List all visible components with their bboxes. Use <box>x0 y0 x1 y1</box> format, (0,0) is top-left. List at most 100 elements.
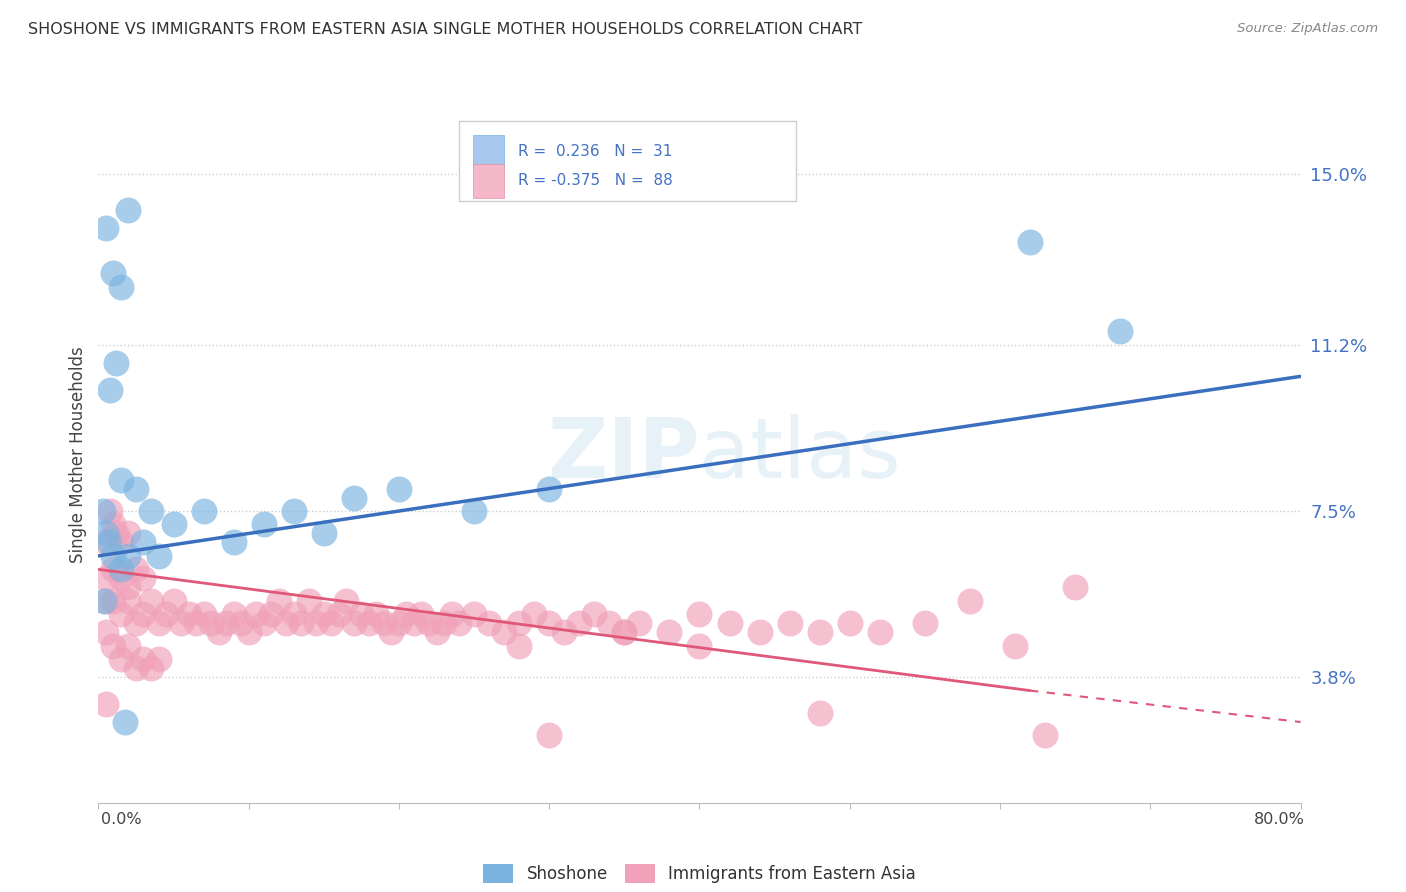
Point <box>298 594 321 608</box>
Point <box>583 607 606 622</box>
Point <box>658 625 681 640</box>
Point <box>94 571 117 585</box>
Point <box>321 616 343 631</box>
Point <box>613 625 636 640</box>
Point <box>568 616 591 631</box>
Point <box>177 607 200 622</box>
Point <box>598 616 620 631</box>
Point <box>914 616 936 631</box>
Point <box>162 517 184 532</box>
Point <box>91 504 114 518</box>
Text: atlas: atlas <box>699 415 901 495</box>
Point <box>103 266 125 280</box>
Point <box>447 616 470 631</box>
Point <box>1019 235 1042 249</box>
Text: ZIP: ZIP <box>547 415 699 495</box>
Point <box>110 562 132 576</box>
Point <box>395 607 418 622</box>
Point <box>103 639 125 653</box>
Point <box>613 625 636 640</box>
Point <box>155 607 177 622</box>
Point <box>718 616 741 631</box>
Point <box>808 625 831 640</box>
Point <box>148 652 170 666</box>
Point <box>114 714 136 729</box>
Text: R =  0.236   N =  31: R = 0.236 N = 31 <box>517 144 672 159</box>
Point <box>110 535 132 549</box>
Point <box>245 607 267 622</box>
Point <box>148 616 170 631</box>
Point <box>628 616 651 631</box>
Point <box>494 625 516 640</box>
Point <box>222 535 245 549</box>
Point <box>170 616 193 631</box>
Point <box>100 383 122 397</box>
Point <box>478 616 501 631</box>
Point <box>433 616 456 631</box>
Point <box>838 616 860 631</box>
Point <box>463 504 485 518</box>
Point <box>125 482 148 496</box>
Point <box>125 661 148 675</box>
Point <box>105 526 128 541</box>
Point <box>305 616 328 631</box>
Point <box>132 607 155 622</box>
Point <box>328 607 350 622</box>
Point <box>110 279 132 293</box>
Point <box>94 221 117 235</box>
Legend: Shoshone, Immigrants from Eastern Asia: Shoshone, Immigrants from Eastern Asia <box>478 859 921 888</box>
Point <box>688 639 710 653</box>
Point <box>103 594 125 608</box>
Point <box>335 594 357 608</box>
Point <box>373 616 395 631</box>
Point <box>117 203 139 218</box>
Point <box>508 616 530 631</box>
Y-axis label: Single Mother Households: Single Mother Households <box>69 347 87 563</box>
Point <box>366 607 388 622</box>
Point <box>117 594 139 608</box>
Point <box>184 616 207 631</box>
Point <box>508 639 530 653</box>
Point <box>388 482 411 496</box>
Point <box>139 594 162 608</box>
Point <box>343 491 366 505</box>
Point <box>290 616 312 631</box>
Point <box>110 652 132 666</box>
Point <box>688 607 710 622</box>
Point <box>100 504 122 518</box>
Point <box>463 607 485 622</box>
Point <box>231 616 253 631</box>
Point <box>103 549 125 563</box>
Point <box>869 625 891 640</box>
Point <box>1033 729 1056 743</box>
Text: R = -0.375   N =  88: R = -0.375 N = 88 <box>517 173 672 188</box>
Point <box>208 625 231 640</box>
Point <box>94 594 117 608</box>
Point <box>411 607 433 622</box>
Point <box>132 652 155 666</box>
Point <box>808 706 831 720</box>
Point <box>402 616 425 631</box>
Point <box>276 616 298 631</box>
Point <box>380 625 402 640</box>
Point <box>162 594 184 608</box>
Point <box>538 729 561 743</box>
Point <box>357 616 380 631</box>
Point <box>139 504 162 518</box>
Bar <box>474 164 503 198</box>
Point <box>110 607 132 622</box>
Point <box>553 625 575 640</box>
Point <box>117 549 139 563</box>
Point <box>110 571 132 585</box>
Point <box>222 607 245 622</box>
Point <box>748 625 770 640</box>
Point <box>110 473 132 487</box>
Point <box>523 607 546 622</box>
Point <box>253 517 276 532</box>
Point <box>94 697 117 711</box>
Text: 80.0%: 80.0% <box>1254 812 1305 827</box>
Point <box>97 535 120 549</box>
Point <box>267 594 290 608</box>
Point <box>238 625 260 640</box>
Point <box>283 504 305 518</box>
